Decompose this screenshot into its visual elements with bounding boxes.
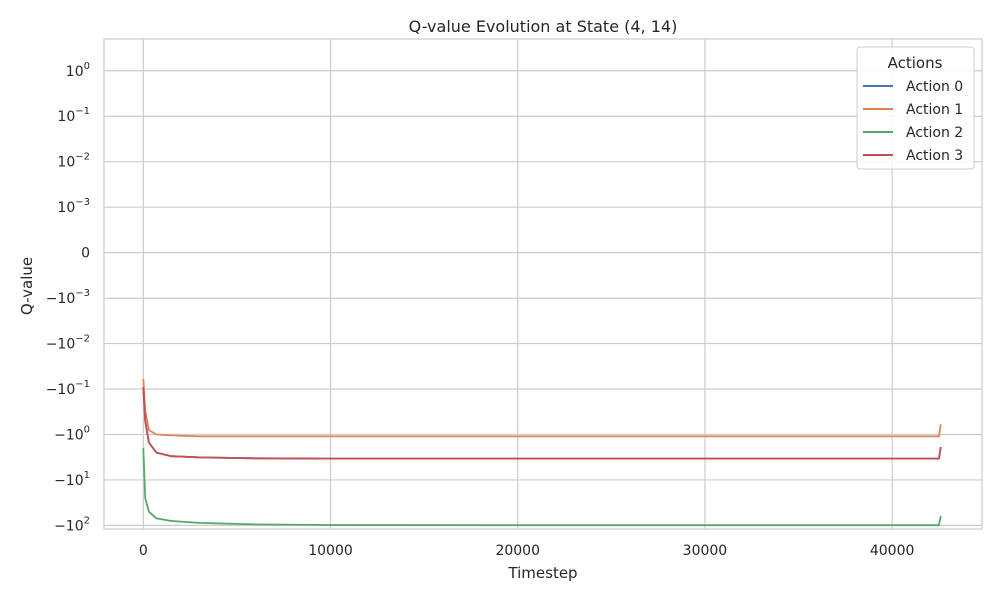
plot-area xyxy=(103,38,983,530)
legend-label: Action 1 xyxy=(906,102,963,118)
series-line-action-1 xyxy=(142,378,942,438)
x-tick-labels: 0 10000 20000 30000 40000 xyxy=(139,543,915,559)
y-tick-label: 10−1 xyxy=(57,106,90,125)
legend-items: Action 0 Action 1 Action 2 Action 3 xyxy=(863,79,963,164)
y-axis-label: Q-value xyxy=(18,257,36,315)
legend-label: Action 2 xyxy=(906,125,963,141)
y-tick-label: −102 xyxy=(54,515,90,534)
legend-box xyxy=(856,46,975,170)
x-tick-label: 30000 xyxy=(683,543,728,559)
y-tick-label: 0 xyxy=(81,246,90,262)
series-lines xyxy=(142,378,942,527)
legend-label: Action 3 xyxy=(906,148,963,164)
y-tick-labels: 100 10−1 10−2 10−3 0 −10−3 −10−2 −10−1 −100 −101 −… xyxy=(46,61,90,535)
y-tick-label: −10−2 xyxy=(46,334,90,353)
legend-title: Actions xyxy=(888,54,943,72)
x-axis-label: Timestep xyxy=(507,564,577,582)
series-line-action-2 xyxy=(142,448,942,527)
y-tick-label: 100 xyxy=(66,61,90,80)
y-tick-label: 10−3 xyxy=(57,197,90,216)
y-tick-label: −101 xyxy=(54,470,90,489)
y-tick-label: −100 xyxy=(54,424,90,443)
series-line-action-3 xyxy=(142,386,942,460)
legend: Actions Action 0 Action 1 Action 2 Action 3 xyxy=(856,46,975,170)
y-tick-label: −10−1 xyxy=(46,379,90,398)
y-tick-label: −10−3 xyxy=(46,288,90,307)
chart-title: Q-value Evolution at State (4, 14) xyxy=(409,17,678,36)
grid-lines xyxy=(104,39,982,529)
y-tick-label: 10−2 xyxy=(57,152,90,171)
x-tick-label: 0 xyxy=(139,543,148,559)
legend-label: Action 0 xyxy=(906,79,963,95)
x-tick-label: 20000 xyxy=(495,543,540,559)
x-tick-label: 10000 xyxy=(308,543,353,559)
x-tick-label: 40000 xyxy=(870,543,915,559)
